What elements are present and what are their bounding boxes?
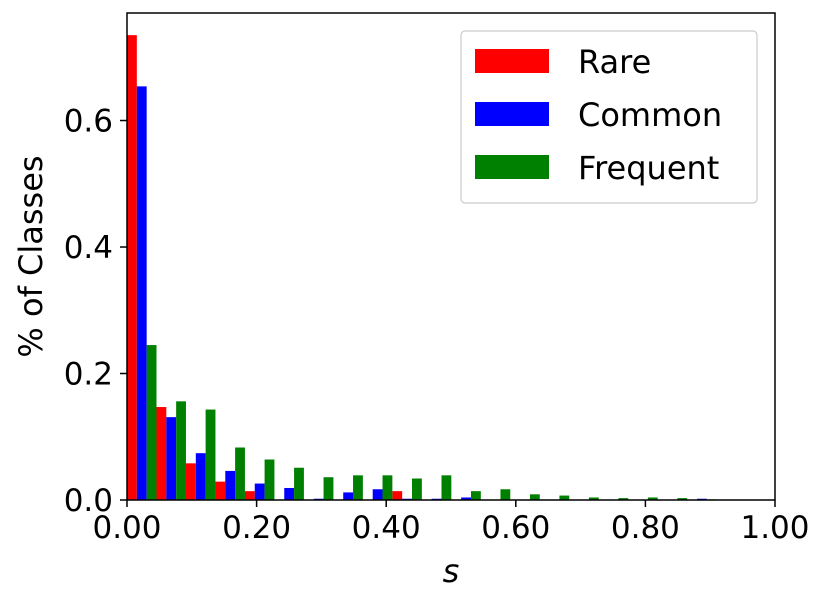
- y-tick-label: 0.6: [64, 104, 113, 140]
- bar-common: [461, 497, 471, 500]
- x-tick-label: 0.40: [352, 510, 421, 546]
- bar-common: [225, 470, 236, 500]
- legend-swatch-frequent: [475, 155, 549, 179]
- bar-rare: [156, 407, 167, 500]
- bar-frequent: [647, 497, 658, 500]
- y-tick-label: 0.0: [64, 483, 113, 519]
- bar-frequent: [205, 409, 216, 500]
- bar-common: [195, 453, 206, 500]
- x-tick-label: 0.00: [92, 510, 161, 546]
- plot-frame: [126, 12, 776, 501]
- y-axis-label: % of Classes: [12, 155, 50, 357]
- bar-frequent: [677, 498, 688, 500]
- bar-common: [166, 417, 177, 500]
- bar-series-group: [127, 35, 717, 501]
- x-tick-label: 1.00: [740, 510, 809, 546]
- bar-rare: [244, 491, 255, 500]
- x-tick-label: 0.20: [222, 510, 291, 546]
- bar-frequent: [500, 489, 511, 500]
- bar-frequent: [146, 345, 157, 500]
- legend: Rare Common Frequent: [460, 30, 758, 204]
- bar-rare: [127, 35, 137, 500]
- bar-frequent: [382, 475, 393, 500]
- bar-frequent: [235, 447, 245, 500]
- bar-frequent: [441, 475, 452, 500]
- bar-frequent: [264, 459, 275, 500]
- tick-group: 0.00 0.20 0.40 0.60 0.80 1.00 0.0 0.2 0.4 0.6: [64, 104, 810, 546]
- bar-rare: [185, 463, 196, 500]
- bar-common: [284, 487, 295, 500]
- x-tick-label: 0.80: [611, 510, 680, 546]
- x-axis-label: s: [443, 552, 460, 590]
- bar-common: [372, 489, 383, 500]
- legend-swatch-common: [475, 102, 549, 126]
- legend-label-common: Common: [578, 96, 722, 134]
- bar-common: [343, 492, 354, 500]
- bar-common: [136, 86, 147, 501]
- bar-frequent: [559, 495, 570, 500]
- bar-common: [254, 483, 265, 500]
- legend-swatch-rare: [475, 49, 549, 73]
- y-tick-label: 0.4: [64, 230, 113, 266]
- bar-frequent: [529, 494, 540, 500]
- bar-frequent: [470, 491, 481, 500]
- bar-frequent: [618, 498, 629, 500]
- bar-frequent: [323, 477, 334, 500]
- bar-rare: [392, 491, 403, 500]
- bar-frequent: [353, 475, 363, 500]
- bar-frequent: [294, 467, 304, 500]
- legend-label-rare: Rare: [578, 43, 651, 81]
- bar-frequent: [588, 497, 599, 500]
- bar-frequent: [176, 401, 186, 500]
- x-tick-label: 0.60: [481, 510, 550, 546]
- legend-label-frequent: Frequent: [578, 149, 719, 187]
- bar-rare: [215, 481, 226, 500]
- bar-frequent: [412, 478, 422, 500]
- y-tick-label: 0.2: [64, 357, 113, 393]
